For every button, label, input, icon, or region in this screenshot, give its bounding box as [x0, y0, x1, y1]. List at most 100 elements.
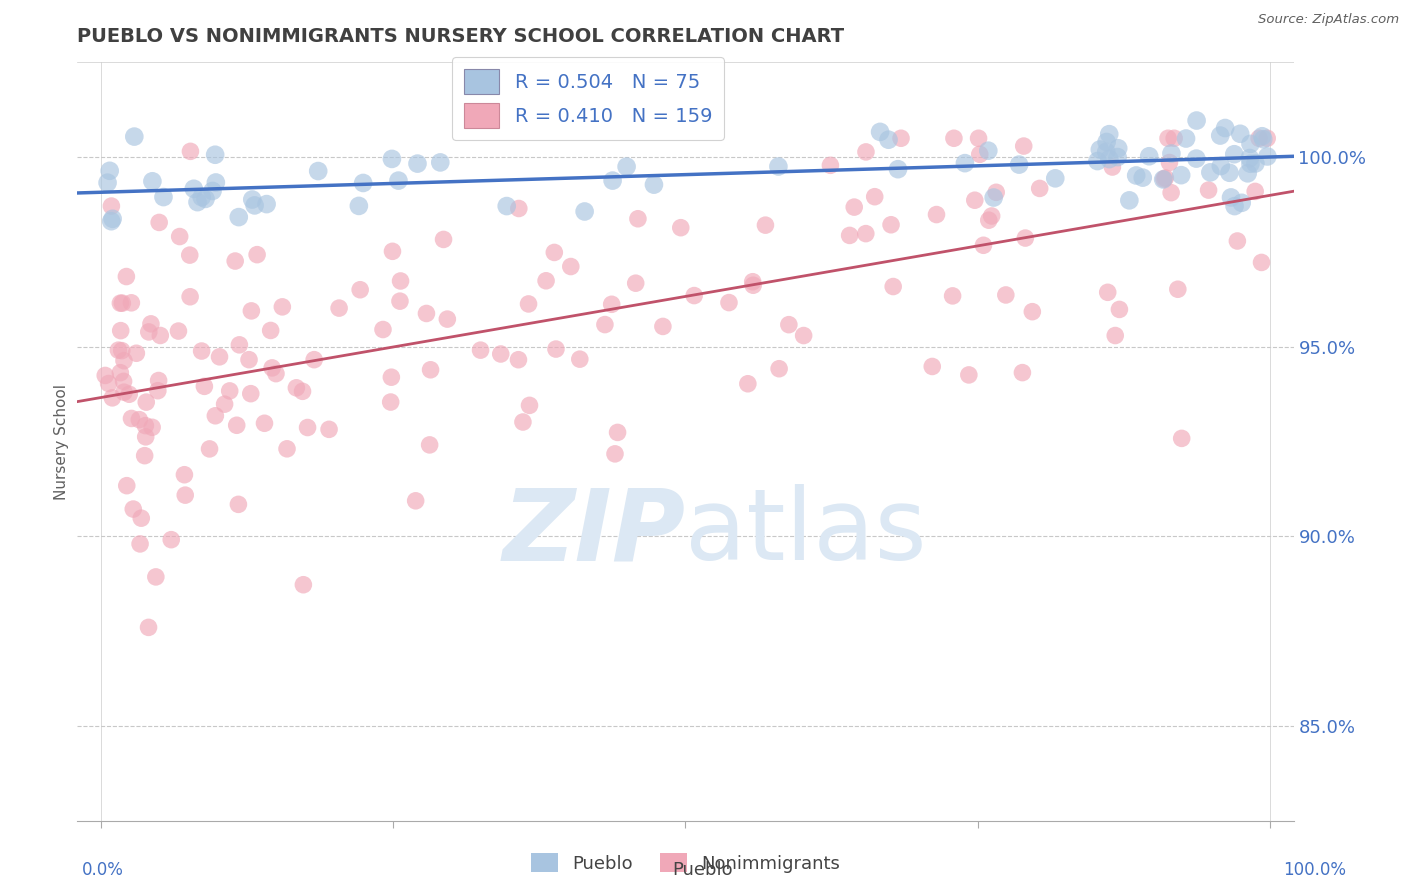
Point: [651, 319, 673, 334]
Point: [238, 352, 260, 367]
Point: [107, 343, 129, 358]
Point: [887, 162, 910, 177]
Point: [135, 395, 157, 409]
Point: [239, 386, 262, 401]
Point: [419, 438, 441, 452]
Point: [432, 232, 454, 246]
Point: [205, 176, 228, 190]
Point: [508, 202, 530, 216]
Point: [179, 290, 201, 304]
Point: [980, 209, 1002, 223]
Point: [1159, 155, 1181, 169]
Point: [1163, 131, 1185, 145]
Point: [276, 442, 298, 456]
Point: [1098, 127, 1121, 141]
Point: [972, 238, 994, 252]
Point: [110, 296, 132, 310]
Point: [855, 145, 877, 159]
Text: PUEBLO VS NONIMMIGRANTS NURSERY SCHOOL CORRELATION CHART: PUEBLO VS NONIMMIGRANTS NURSERY SCHOOL C…: [77, 27, 845, 45]
Point: [977, 213, 1000, 227]
Point: [1157, 131, 1180, 145]
Point: [869, 125, 891, 139]
Point: [100, 214, 122, 228]
Point: [349, 283, 371, 297]
Point: [160, 533, 183, 547]
Point: [228, 210, 250, 224]
Point: [1229, 127, 1251, 141]
Point: [115, 478, 138, 492]
Point: [969, 147, 991, 161]
Point: [994, 288, 1017, 302]
Point: [603, 447, 626, 461]
Point: [201, 184, 224, 198]
Point: [1125, 169, 1147, 183]
Point: [1175, 131, 1198, 145]
Point: [574, 204, 596, 219]
Point: [967, 131, 990, 145]
Point: [297, 420, 319, 434]
Point: [1152, 172, 1174, 186]
Point: [101, 391, 124, 405]
Text: atlas: atlas: [686, 484, 927, 581]
Point: [1185, 152, 1208, 166]
Point: [517, 297, 540, 311]
Point: [1223, 199, 1246, 213]
Point: [285, 381, 308, 395]
Point: [120, 295, 142, 310]
Point: [925, 208, 948, 222]
Point: [179, 248, 201, 262]
Point: [1223, 147, 1246, 161]
Point: [1101, 160, 1123, 174]
Point: [593, 318, 616, 332]
Point: [1250, 255, 1272, 269]
Point: [1251, 129, 1274, 144]
Point: [129, 511, 152, 525]
Point: [1244, 156, 1267, 170]
Point: [602, 173, 624, 187]
Point: [1239, 157, 1261, 171]
Point: [100, 199, 122, 213]
Point: [302, 352, 325, 367]
Point: [742, 278, 765, 293]
Point: [122, 502, 145, 516]
Point: [152, 190, 174, 204]
Point: [1218, 166, 1240, 180]
Point: [983, 190, 1005, 204]
Point: [118, 387, 141, 401]
Point: [115, 269, 138, 284]
Legend: Pueblo, Nonimmigrants: Pueblo, Nonimmigrants: [523, 846, 848, 880]
Point: [246, 247, 269, 261]
Point: [1220, 190, 1243, 204]
Point: [1236, 166, 1258, 180]
Point: [194, 192, 217, 206]
Point: [371, 322, 394, 336]
Point: [600, 297, 623, 311]
Point: [643, 178, 665, 192]
Point: [508, 352, 530, 367]
Point: [415, 306, 437, 320]
Point: [228, 338, 250, 352]
Point: [193, 379, 215, 393]
Point: [101, 211, 124, 226]
Point: [1132, 170, 1154, 185]
Point: [148, 374, 170, 388]
Point: [1095, 135, 1118, 149]
Point: [190, 190, 212, 204]
Point: [138, 620, 160, 634]
Point: [568, 352, 591, 367]
Point: [291, 384, 314, 399]
Point: [880, 218, 903, 232]
Point: [225, 418, 247, 433]
Point: [243, 198, 266, 212]
Point: [141, 174, 163, 188]
Point: [388, 294, 411, 309]
Point: [179, 145, 201, 159]
Point: [318, 422, 340, 436]
Point: [1256, 149, 1278, 163]
Point: [149, 328, 172, 343]
Point: [1098, 152, 1121, 166]
Point: [1011, 366, 1033, 380]
Point: [271, 300, 294, 314]
Point: [169, 229, 191, 244]
Point: [1021, 304, 1043, 318]
